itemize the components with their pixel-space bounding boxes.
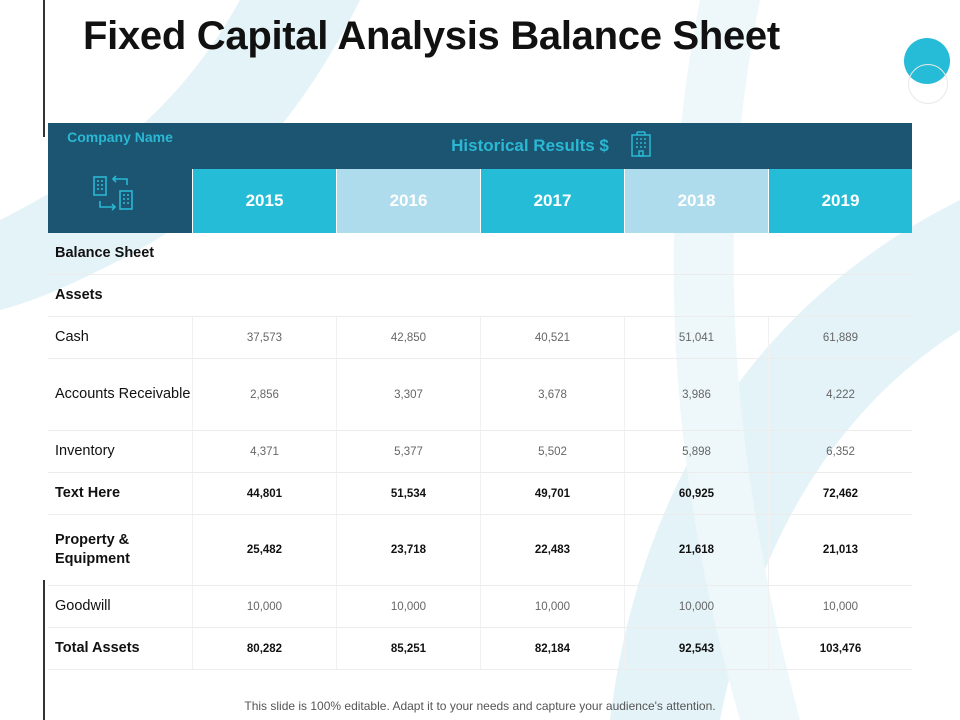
value-cell: 80,282: [192, 628, 336, 669]
year-2015: 2015: [192, 169, 336, 233]
year-header-row: 2015 2016 2017 2018 2019: [192, 169, 912, 233]
value-cell: 61,889: [768, 317, 912, 358]
office-building-icon: [629, 130, 653, 163]
value-cell: 10,000: [768, 586, 912, 627]
value-cell: 10,000: [336, 586, 480, 627]
value-cell: 103,476: [768, 628, 912, 669]
row-label: Text Here: [55, 485, 121, 501]
row-label: Accounts Receivable: [55, 386, 191, 402]
value-cell: 40,521: [480, 317, 624, 358]
year-2019: 2019: [768, 169, 912, 233]
accent-ring: [908, 64, 948, 104]
value-cell: 4,371: [192, 431, 336, 472]
year-2016: 2016: [336, 169, 480, 233]
value-cell: 2,856: [192, 359, 336, 430]
company-name-label: Company Name: [67, 129, 173, 145]
table-row: Balance Sheet: [48, 233, 912, 275]
balance-sheet-table: Balance Sheet Assets Cash 37,573 42,850 …: [48, 233, 912, 670]
value-cell: 10,000: [192, 586, 336, 627]
value-cell: 5,377: [336, 431, 480, 472]
table-row: Text Here 44,801 51,534 49,701 60,925 72…: [48, 473, 912, 515]
table-row: Assets: [48, 275, 912, 317]
table-row: Accounts Receivable 2,856 3,307 3,678 3,…: [48, 359, 912, 431]
value-cell: 6,352: [768, 431, 912, 472]
value-cell: 21,013: [768, 515, 912, 585]
value-cell: 22,483: [480, 515, 624, 585]
value-cell: 23,718: [336, 515, 480, 585]
table-row: Total Assets 80,282 85,251 82,184 92,543…: [48, 628, 912, 670]
value-cell: 51,534: [336, 473, 480, 514]
value-cell: 44,801: [192, 473, 336, 514]
value-cell: 72,462: [768, 473, 912, 514]
value-cell: 21,618: [624, 515, 768, 585]
value-cell: 5,898: [624, 431, 768, 472]
footer-note: This slide is 100% editable. Adapt it to…: [244, 699, 716, 713]
value-cell: 85,251: [336, 628, 480, 669]
table-row: Inventory 4,371 5,377 5,502 5,898 6,352: [48, 431, 912, 473]
value-cell: 10,000: [624, 586, 768, 627]
value-cell: 82,184: [480, 628, 624, 669]
value-cell: 4,222: [768, 359, 912, 430]
year-2017: 2017: [480, 169, 624, 233]
value-cell: 37,573: [192, 317, 336, 358]
year-2018: 2018: [624, 169, 768, 233]
historical-results-header: Historical Results $: [192, 123, 912, 169]
value-cell: 42,850: [336, 317, 480, 358]
row-label: Inventory: [55, 443, 115, 459]
row-label: Cash: [55, 329, 89, 345]
left-rule-bottom: [43, 580, 45, 720]
value-cell: 3,986: [624, 359, 768, 430]
row-label: Property & Equipment: [55, 532, 130, 567]
company-header-cell: Company Name: [48, 123, 192, 233]
left-rule-top: [43, 0, 45, 137]
row-label: Assets: [55, 287, 103, 303]
row-label: Goodwill: [55, 598, 111, 614]
value-cell: 25,482: [192, 515, 336, 585]
value-cell: 49,701: [480, 473, 624, 514]
historical-results-label: Historical Results $: [451, 136, 609, 155]
value-cell: 10,000: [480, 586, 624, 627]
value-cell: 92,543: [624, 628, 768, 669]
page-title: Fixed Capital Analysis Balance Sheet: [83, 14, 780, 58]
table-row: Property & Equipment 25,482 23,718 22,48…: [48, 515, 912, 586]
table-row: Cash 37,573 42,850 40,521 51,041 61,889: [48, 317, 912, 359]
row-label: Balance Sheet: [55, 245, 155, 261]
building-transfer-icon: [91, 173, 137, 218]
value-cell: 60,925: [624, 473, 768, 514]
value-cell: 51,041: [624, 317, 768, 358]
table-row: Goodwill 10,000 10,000 10,000 10,000 10,…: [48, 586, 912, 628]
value-cell: 3,678: [480, 359, 624, 430]
row-label: Total Assets: [55, 640, 140, 656]
value-cell: 3,307: [336, 359, 480, 430]
value-cell: 5,502: [480, 431, 624, 472]
